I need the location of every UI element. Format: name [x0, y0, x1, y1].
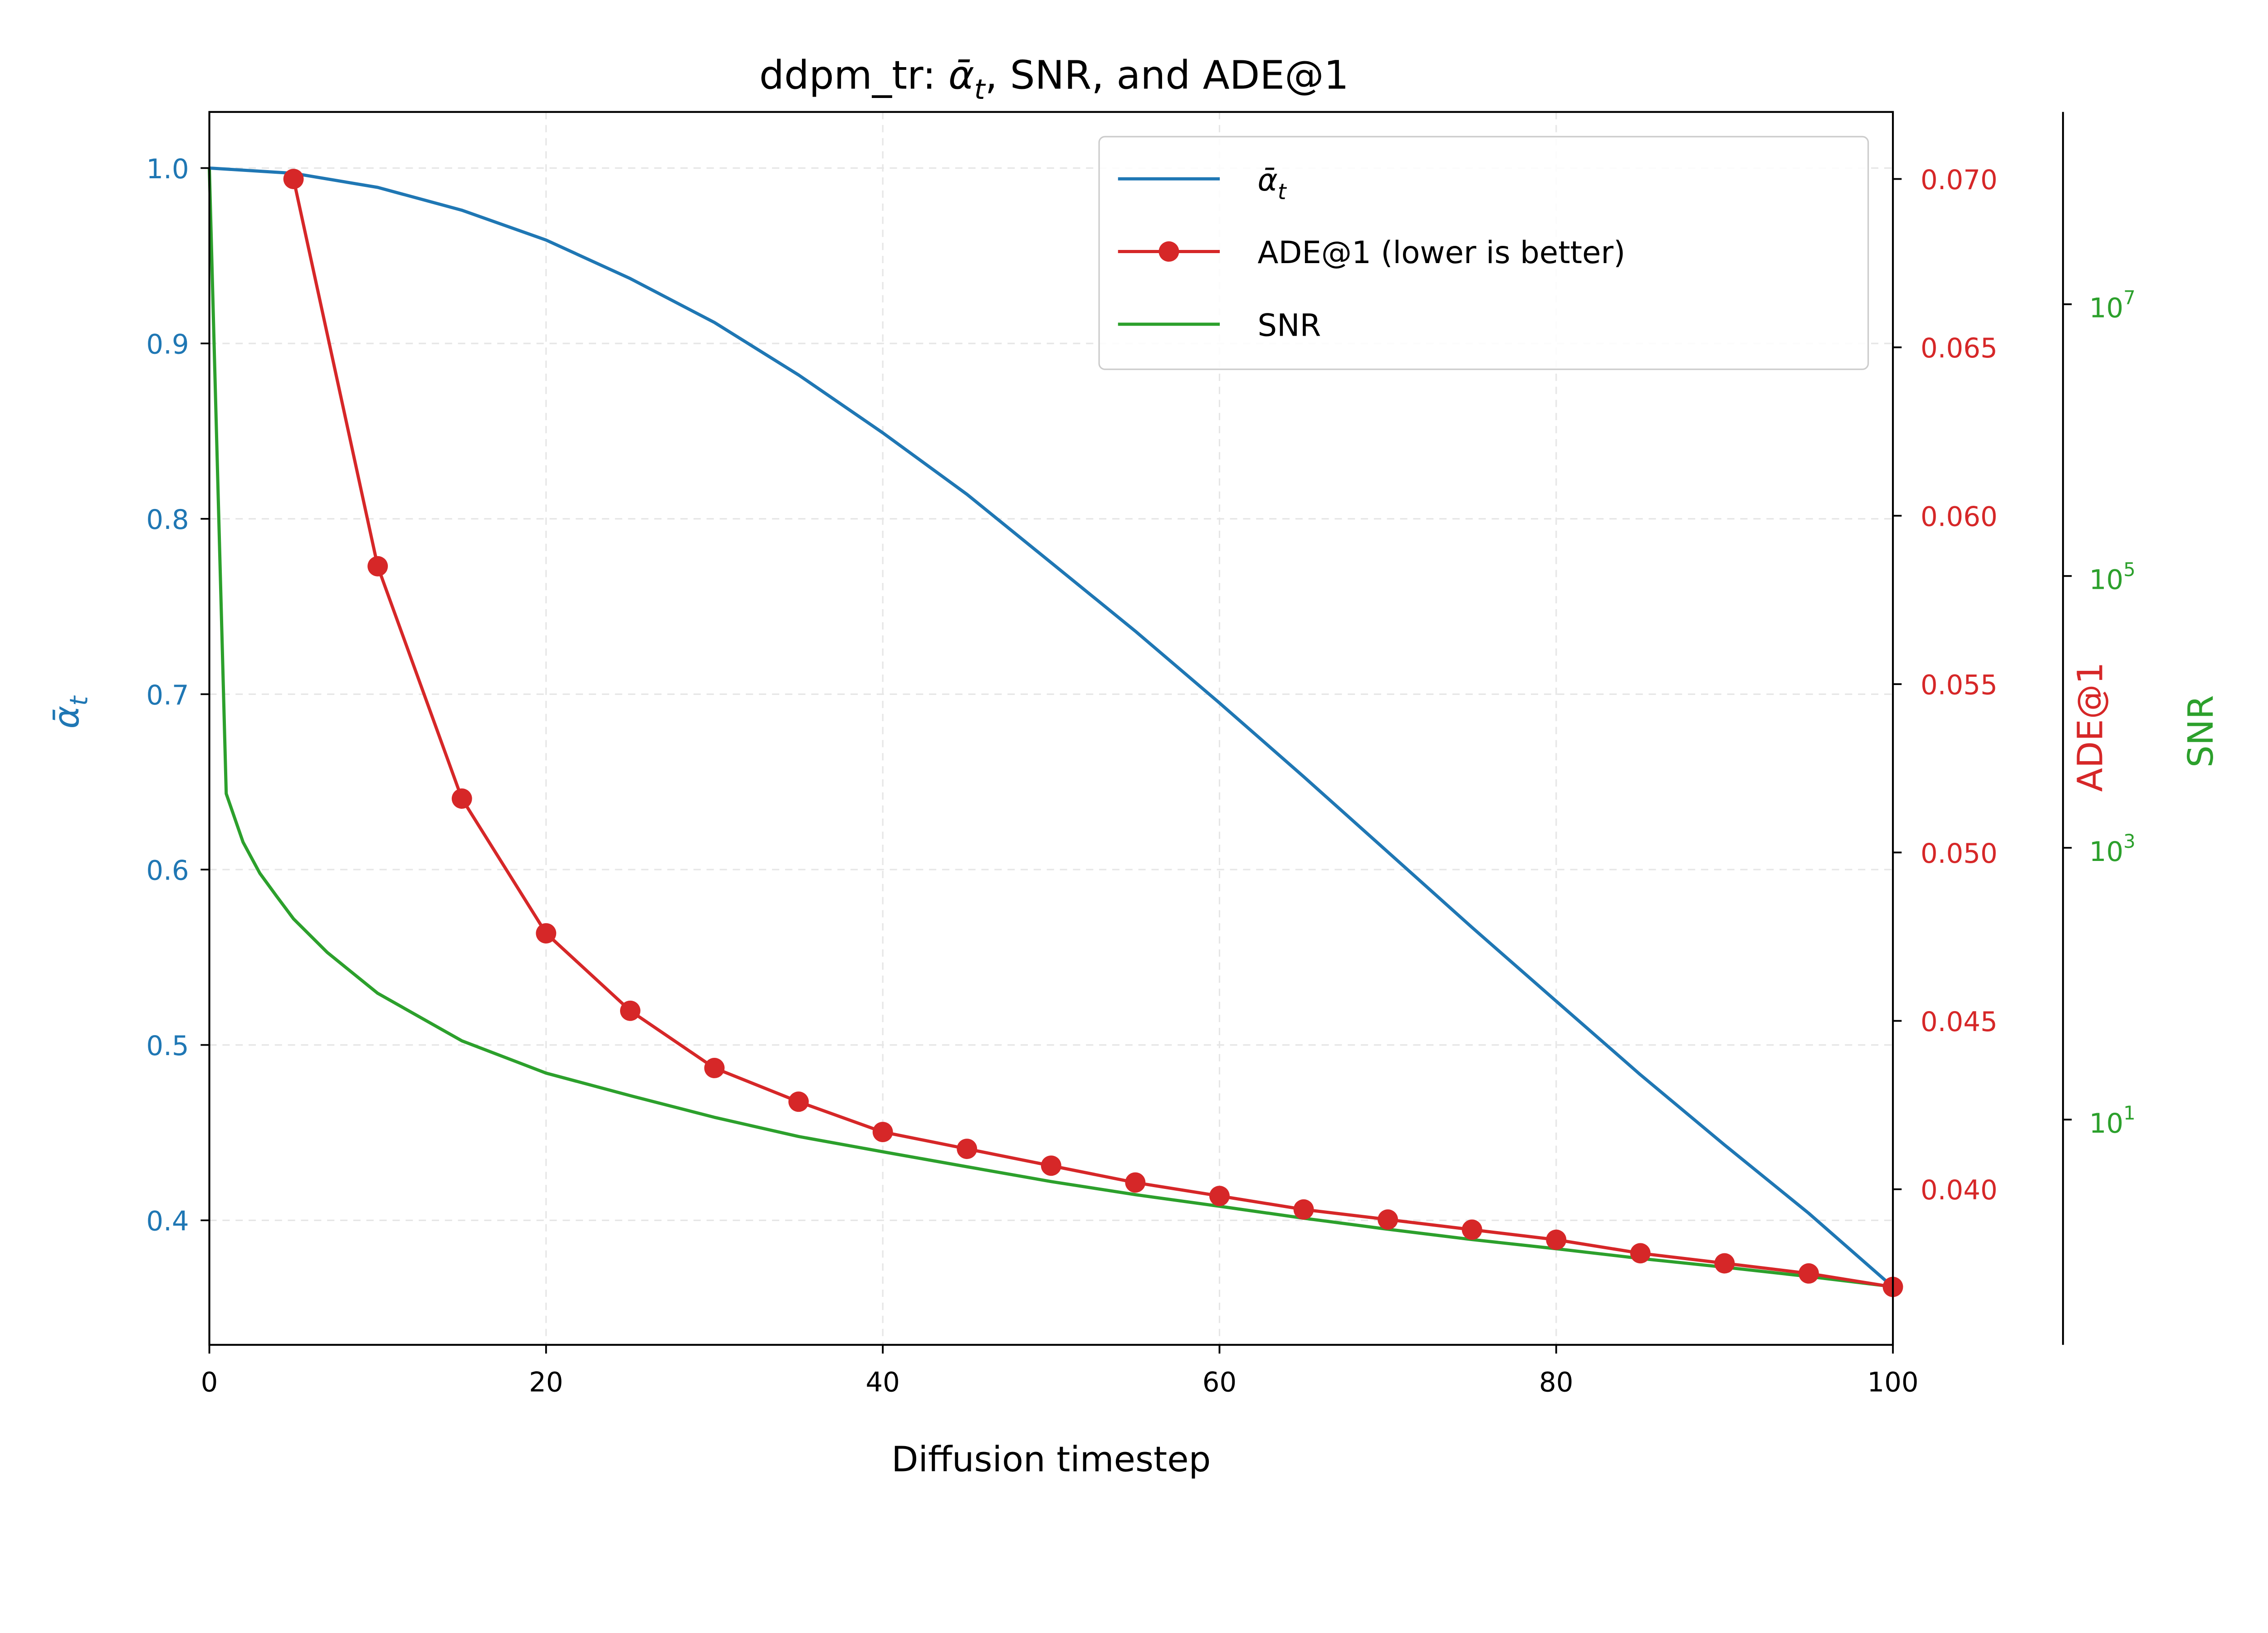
- x-tick-label: 60: [1202, 1366, 1237, 1398]
- legend-box: [1098, 136, 1869, 370]
- x-tick-label: 0: [201, 1366, 218, 1398]
- ade-point: [283, 169, 304, 189]
- snr-y-tick-label: 107: [2089, 287, 2136, 324]
- x-tick-label: 100: [1867, 1366, 1918, 1398]
- snr-line: [208, 168, 1893, 1289]
- ade-point: [1041, 1155, 1061, 1176]
- ade-point: [1799, 1263, 1819, 1284]
- left-y-tick-label: 0.9: [146, 329, 189, 360]
- x-tick-label: 80: [1539, 1366, 1573, 1398]
- left-y-tick-label: 1.0: [146, 153, 189, 185]
- left-y-tick-label: 0.8: [146, 504, 189, 535]
- left-y-tick-label: 0.5: [146, 1030, 189, 1061]
- ade-point: [957, 1139, 978, 1159]
- axes-frame: [208, 111, 1894, 1346]
- x-axis-label: Diffusion timestep: [891, 1440, 1211, 1480]
- ade-point: [788, 1091, 809, 1112]
- ade-point: [1630, 1243, 1651, 1264]
- legend-snr-label: SNR: [1257, 308, 1321, 343]
- snr-y-tick-label: 101: [2089, 1102, 2136, 1139]
- ade-line: [292, 178, 1893, 1289]
- x-tick-label: 20: [529, 1366, 563, 1398]
- ade-point: [620, 1000, 640, 1021]
- ade-y-tick-label: 0.040: [1921, 1174, 1998, 1206]
- x-tick-label: 40: [865, 1366, 899, 1398]
- legend-ade-label: ADE@1 (lower is better): [1257, 235, 1625, 270]
- ade-point: [536, 923, 557, 944]
- ade-axis-label: ADE@1: [2071, 662, 2111, 792]
- ade-point: [367, 556, 388, 577]
- ade-point: [1461, 1219, 1482, 1240]
- chart-title: ddpm_tr: ᾱt, SNR, and ADE@1: [759, 53, 1349, 106]
- alpha-bar-line: [209, 166, 1894, 1288]
- ade-point: [1293, 1199, 1314, 1220]
- ade-y-tick-label: 0.050: [1921, 838, 1998, 869]
- snr-axis-label: SNR: [2181, 695, 2221, 768]
- ade-point: [1125, 1172, 1146, 1193]
- legend: ᾱt ADE@1 (lower is better) SNR: [1098, 136, 1869, 370]
- grid: [209, 112, 1893, 1345]
- chart: 0 20 40 60 80 100 1.0 0.9 0.8 0.7 0.6 0.5 0.4 0.070 0.…: [47, 53, 2222, 1480]
- ade-point: [1378, 1209, 1398, 1230]
- left-axis-label: ᾱt: [47, 695, 93, 729]
- ade-y-tick-label: 0.070: [1921, 164, 1998, 196]
- ade-point: [872, 1122, 893, 1142]
- ade-y-tick-label: 0.055: [1921, 670, 1998, 701]
- ade-point: [1546, 1229, 1567, 1250]
- ade-point: [704, 1058, 725, 1078]
- ticks: 0 20 40 60 80 100 1.0 0.9 0.8 0.7 0.6 0.5 0.4 0.070 0.…: [146, 153, 2135, 1398]
- ade-point: [1209, 1186, 1230, 1207]
- legend-ade-marker: [1158, 241, 1179, 262]
- legend-alpha-label: ᾱt: [1257, 162, 1287, 205]
- left-y-tick-label: 0.7: [146, 680, 189, 711]
- left-y-tick-label: 0.4: [146, 1206, 189, 1237]
- ade-y-tick-label: 0.060: [1921, 501, 1998, 532]
- ade-y-tick-label: 0.045: [1921, 1006, 1998, 1037]
- plot-area: [208, 166, 1903, 1297]
- ade-y-tick-label: 0.065: [1921, 332, 1998, 364]
- snr-y-tick-label: 103: [2089, 830, 2136, 867]
- ade-point: [451, 788, 472, 809]
- snr-y-tick-label: 105: [2089, 558, 2136, 596]
- left-y-tick-label: 0.6: [146, 855, 189, 886]
- ade-point: [1714, 1253, 1735, 1274]
